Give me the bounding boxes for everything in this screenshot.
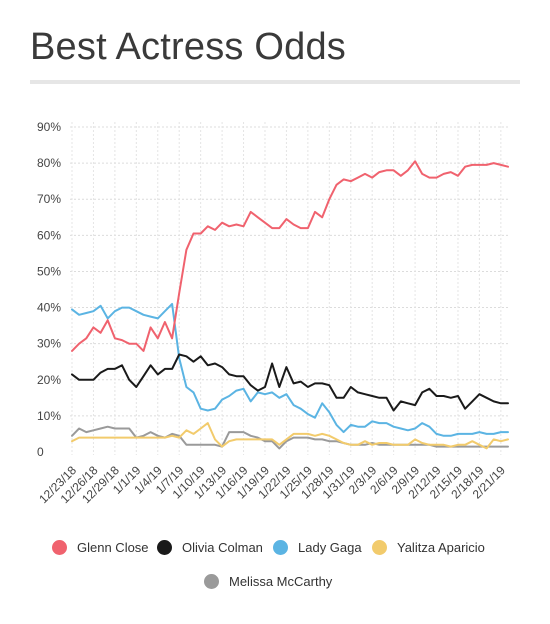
- legend-swatch: [372, 540, 387, 555]
- title-divider: [30, 80, 520, 84]
- series-lines: [71, 160, 509, 450]
- legend-swatch: [204, 574, 219, 589]
- y-tick-label: 30%: [37, 337, 61, 351]
- y-tick-label: 0: [37, 445, 44, 459]
- y-tick-label: 50%: [37, 264, 61, 278]
- legend-swatch: [273, 540, 288, 555]
- series-line-olivia-colman: [71, 353, 509, 412]
- series-line-melissa-mccarthy: [71, 425, 509, 450]
- legend-swatch: [52, 540, 67, 555]
- legend-item-glenn-close: Glenn Close: [52, 540, 149, 555]
- x-axis-tick-labels: 12/23/1812/26/1812/29/181/1/191/4/191/7/…: [36, 463, 508, 506]
- gridlines: [70, 122, 510, 455]
- line-chart: 0 10% 20% 30% 40% 50% 60% 70% 80% 90% 12/23/1812/…: [36, 120, 510, 506]
- legend-label: Lady Gaga: [298, 540, 362, 555]
- legend-swatch: [157, 540, 172, 555]
- legend-label: Glenn Close: [77, 540, 149, 555]
- y-tick-label: 70%: [37, 192, 61, 206]
- y-tick-label: 90%: [37, 120, 61, 134]
- series-line-glenn-close: [71, 160, 509, 352]
- y-tick-label: 40%: [37, 301, 61, 315]
- legend-item-olivia-colman: Olivia Colman: [157, 540, 263, 555]
- y-axis-tick-labels: 0 10% 20% 30% 40% 50% 60% 70% 80% 90%: [37, 120, 61, 459]
- y-tick-label: 80%: [37, 156, 61, 170]
- series-line-lady-gaga: [71, 302, 509, 437]
- chart-title: Best Actress Odds: [30, 26, 346, 68]
- y-tick-label: 20%: [37, 373, 61, 387]
- legend-item-yalitza-aparicio: Yalitza Aparicio: [372, 540, 485, 555]
- legend-label: Yalitza Aparicio: [397, 540, 485, 555]
- series-line-yalitza-aparicio: [71, 422, 509, 450]
- legend-item-melissa-mccarthy: Melissa McCarthy: [204, 574, 332, 589]
- legend-label: Olivia Colman: [182, 540, 263, 555]
- y-tick-label: 60%: [37, 228, 61, 242]
- legend-label: Melissa McCarthy: [229, 574, 333, 589]
- legend-item-lady-gaga: Lady Gaga: [273, 540, 362, 555]
- y-tick-label: 10%: [37, 409, 61, 423]
